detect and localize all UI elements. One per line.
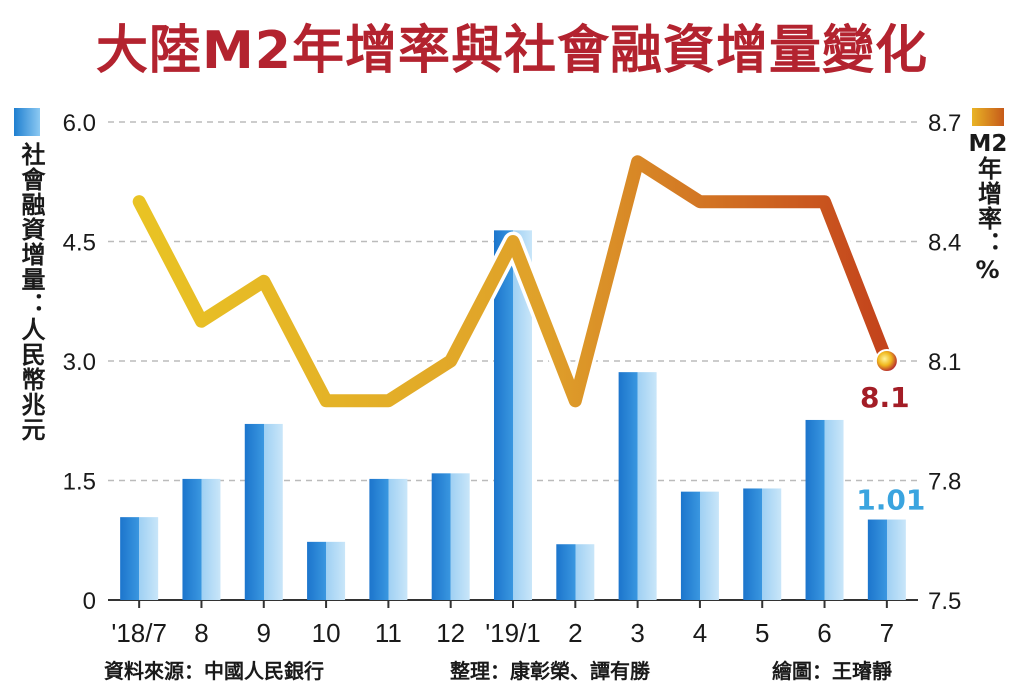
bar [120, 517, 159, 600]
bar [618, 372, 657, 600]
x-tick-label: 10 [312, 618, 341, 648]
bar [182, 478, 221, 600]
x-tick-label: 5 [755, 618, 769, 648]
bar [805, 419, 844, 600]
bar [743, 488, 782, 600]
left-tick-label: 4.5 [63, 230, 96, 257]
right-tick-label: 7.8 [928, 469, 961, 496]
right-tick-label: 8.4 [928, 230, 961, 257]
bar [244, 423, 283, 600]
x-tick-label: 3 [630, 618, 644, 648]
x-tick-label: 12 [436, 618, 465, 648]
right-tick-label: 8.7 [928, 110, 961, 137]
x-tick-label: 9 [257, 618, 271, 648]
left-tick-label: 3.0 [63, 349, 96, 376]
right-tick-label: 7.5 [928, 588, 961, 615]
left-tick-label: 0 [83, 588, 96, 615]
chart-title: 大陸M2年增率與社會融資增量變化 [96, 21, 928, 81]
bar-last-value-label: 1.01 [856, 484, 925, 517]
bar-series [120, 230, 906, 600]
x-tick-label: 2 [568, 618, 582, 648]
footer-source: 資料來源：中國人民銀行 [104, 659, 324, 683]
line-legend-swatch [972, 108, 1004, 126]
x-tick-label: 6 [817, 618, 831, 648]
x-tick-label: '19/1 [485, 618, 541, 648]
bar [307, 541, 346, 600]
x-tick-label: '18/7 [111, 618, 167, 648]
line-series [129, 151, 899, 411]
right-axis-label: 年增率：% [973, 156, 1002, 285]
x-tick-label: 7 [880, 618, 894, 648]
left-axis-label: 社會融資增量：人民幣兆元 [17, 142, 45, 442]
x-tick-label: 11 [375, 618, 402, 648]
left-axis-legend: 社會融資增量：人民幣兆元 [14, 108, 45, 442]
right-axis-ticks: 7.5 7.8 8.1 8.4 8.7 [928, 110, 961, 615]
gridlines [108, 121, 918, 601]
x-axis: '18/7 8 9 10 11 12 '19/1 2 3 4 5 6 7 [111, 600, 894, 648]
x-tick-label: 8 [194, 618, 208, 648]
bar-legend-swatch [14, 108, 40, 136]
annotations: 8.1 1.01 [856, 381, 925, 517]
bar [431, 473, 470, 600]
bar [556, 544, 595, 600]
footer-compiled: 整理：康彰榮、譚有勝 [450, 659, 650, 683]
footer: 資料來源：中國人民銀行 整理：康彰榮、譚有勝 繪圖：王璿靜 [0, 655, 1024, 685]
line-last-value-label: 8.1 [860, 381, 910, 414]
bar [867, 519, 906, 600]
right-axis-legend: M2 年增率：% [962, 108, 1014, 285]
left-axis-ticks: 0 1.5 3.0 4.5 6.0 [63, 110, 96, 615]
footer-drawn: 繪圖：王璿靜 [772, 659, 892, 683]
right-axis-label-prefix: M2 [968, 131, 1008, 157]
right-tick-label: 8.1 [928, 349, 961, 376]
left-tick-label: 6.0 [63, 110, 96, 137]
x-tick-label: 4 [693, 618, 707, 648]
line-path [132, 155, 894, 408]
last-point-marker [874, 349, 899, 373]
left-tick-label: 1.5 [63, 469, 96, 496]
bar [369, 478, 408, 600]
bar [680, 491, 719, 600]
